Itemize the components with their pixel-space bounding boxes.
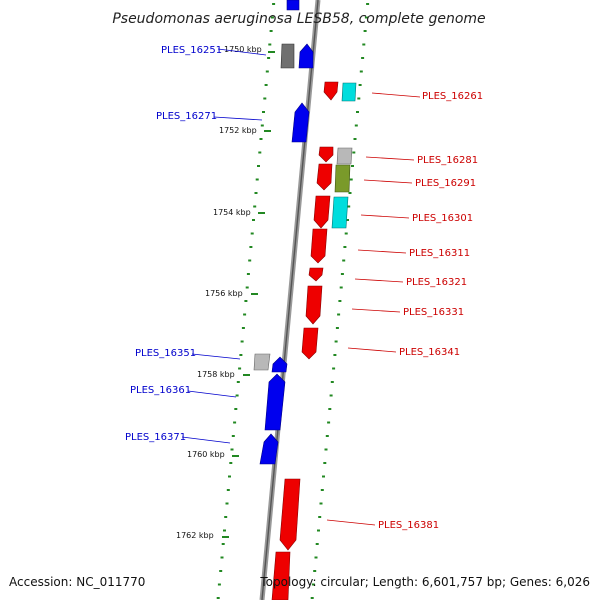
gene-feature[interactable] xyxy=(286,0,300,11)
right-callouts: PLES_16261 PLES_16281 PLES_16291 PLES_16… xyxy=(326,91,483,531)
gene-feature[interactable] xyxy=(318,146,334,163)
callout-line xyxy=(371,92,421,98)
gene-feature[interactable] xyxy=(313,195,331,229)
gene-label[interactable]: PLES_16271 xyxy=(156,111,217,122)
gene-label[interactable]: PLES_16321 xyxy=(406,277,467,288)
gene-feature[interactable] xyxy=(279,478,301,551)
callout-line xyxy=(365,156,415,161)
callout-line xyxy=(181,436,231,444)
forward-strand-features xyxy=(253,0,314,465)
accession-text: Accession: NC_011770 xyxy=(9,575,145,589)
gene-label[interactable]: PLES_16251 xyxy=(161,45,222,56)
kbp-label: 1752 kbp xyxy=(219,126,257,135)
gene-feature[interactable] xyxy=(334,164,351,193)
gene-feature[interactable] xyxy=(331,196,349,229)
gene-feature[interactable] xyxy=(305,285,323,325)
kbp-label: 1750 kbp xyxy=(224,45,262,54)
gene-feature[interactable] xyxy=(253,353,271,371)
gene-feature[interactable] xyxy=(264,373,286,431)
right-tick-track xyxy=(310,3,370,599)
gene-label[interactable]: PLES_16311 xyxy=(409,248,470,259)
callout-line xyxy=(354,278,404,283)
kbp-label: 1758 kbp xyxy=(197,370,235,379)
gene-feature[interactable] xyxy=(280,43,295,69)
gene-label[interactable]: PLES_16371 xyxy=(125,432,186,443)
gene-label[interactable]: PLES_16381 xyxy=(378,520,439,531)
callout-line xyxy=(357,249,407,254)
gene-feature[interactable] xyxy=(271,356,288,373)
kbp-label: 1754 kbp xyxy=(213,208,251,217)
gene-feature[interactable] xyxy=(259,433,279,465)
callout-line xyxy=(347,347,397,353)
callout-line xyxy=(363,179,413,184)
kbp-label: 1756 kbp xyxy=(205,289,243,298)
gene-feature[interactable] xyxy=(291,102,310,143)
gene-feature[interactable] xyxy=(271,551,291,600)
kbp-ruler: 1750 kbp 1752 kbp 1754 kbp 1756 kbp 1758… xyxy=(176,45,275,540)
gene-label[interactable]: PLES_16361 xyxy=(130,385,191,396)
gene-feature[interactable] xyxy=(308,267,324,282)
gene-label[interactable]: PLES_16291 xyxy=(415,178,476,189)
gene-label[interactable]: PLES_16331 xyxy=(403,307,464,318)
left-callouts: PLES_16251 PLES_16271 PLES_16351 PLES_16… xyxy=(125,45,267,444)
callout-line xyxy=(187,390,237,398)
kbp-label: 1762 kbp xyxy=(176,531,214,540)
gene-feature[interactable] xyxy=(316,163,333,191)
gene-label[interactable]: PLES_16351 xyxy=(135,348,196,359)
reverse-strand-features xyxy=(271,81,357,600)
callout-line xyxy=(326,519,376,526)
topology-text: Topology: circular; Length: 6,601,757 bp… xyxy=(259,575,590,589)
callout-line xyxy=(191,353,241,360)
genome-backbone xyxy=(259,0,321,600)
callout-line xyxy=(351,308,401,313)
gene-label[interactable]: PLES_16281 xyxy=(417,155,478,166)
gene-feature[interactable] xyxy=(323,81,339,101)
kbp-label: 1760 kbp xyxy=(187,450,225,459)
gene-label[interactable]: PLES_16341 xyxy=(399,347,460,358)
gene-feature[interactable] xyxy=(310,228,328,264)
callout-line xyxy=(213,116,263,121)
gene-feature[interactable] xyxy=(298,43,314,69)
callout-line xyxy=(360,214,410,219)
gene-label[interactable]: PLES_16301 xyxy=(412,213,473,224)
callout-line xyxy=(217,48,267,56)
gene-feature[interactable] xyxy=(301,327,319,360)
left-tick-track xyxy=(216,3,276,599)
gene-label[interactable]: PLES_16261 xyxy=(422,91,483,102)
genome-title: Pseudomonas aeruginosa LESB58, complete … xyxy=(112,11,485,27)
gene-feature[interactable] xyxy=(336,147,353,165)
gene-feature[interactable] xyxy=(341,82,357,102)
